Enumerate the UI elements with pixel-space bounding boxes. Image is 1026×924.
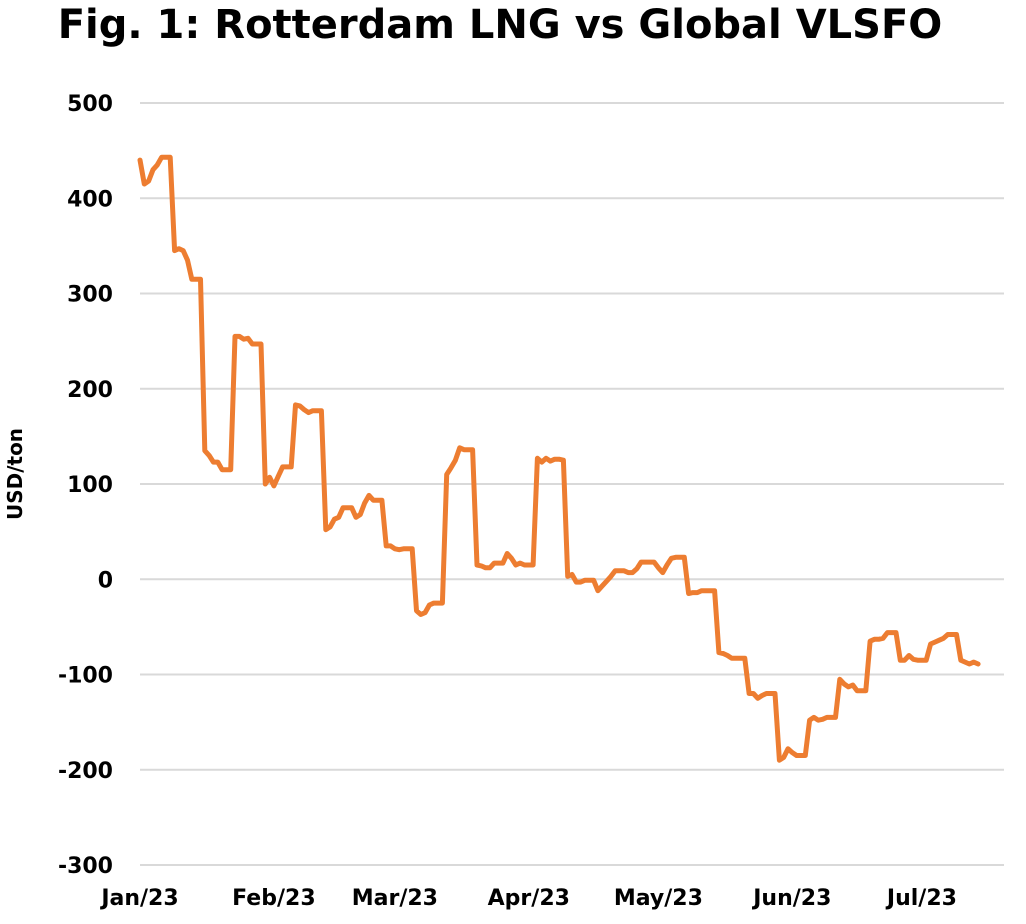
y-tick-label: 100 (67, 473, 113, 498)
x-tick-label: Apr/23 (488, 886, 570, 911)
y-tick-label: 400 (67, 187, 113, 212)
y-tick-label: 200 (67, 378, 113, 403)
y-axis-ticks: 500 400 300 200 100 0 -100 -200 -300 (58, 92, 113, 879)
series-layer (140, 157, 978, 760)
x-tick-label: Jan/23 (99, 886, 178, 911)
x-tick-label: May/23 (614, 886, 703, 911)
y-tick-label: -300 (58, 854, 113, 879)
y-tick-label: 500 (67, 92, 113, 117)
y-tick-label: 300 (67, 283, 113, 308)
series-line (140, 157, 978, 760)
y-tick-label: -100 (58, 664, 113, 689)
x-tick-label: Jul/23 (885, 886, 957, 911)
x-tick-label: Feb/23 (232, 886, 315, 911)
gridlines (140, 103, 1004, 865)
x-axis-ticks: Jan/23 Feb/23 Mar/23 Apr/23 May/23 Jun/23 Jul/… (99, 886, 957, 911)
y-tick-label: 0 (98, 568, 113, 593)
line-chart: Fig. 1: Rotterdam LNG vs Global VLSFO 50… (0, 0, 1026, 924)
y-tick-label: -200 (58, 759, 113, 784)
y-axis-label: USD/ton (3, 428, 27, 520)
x-tick-label: Mar/23 (352, 886, 438, 911)
chart-title: Fig. 1: Rotterdam LNG vs Global VLSFO (58, 2, 943, 48)
x-tick-label: Jun/23 (751, 886, 831, 911)
